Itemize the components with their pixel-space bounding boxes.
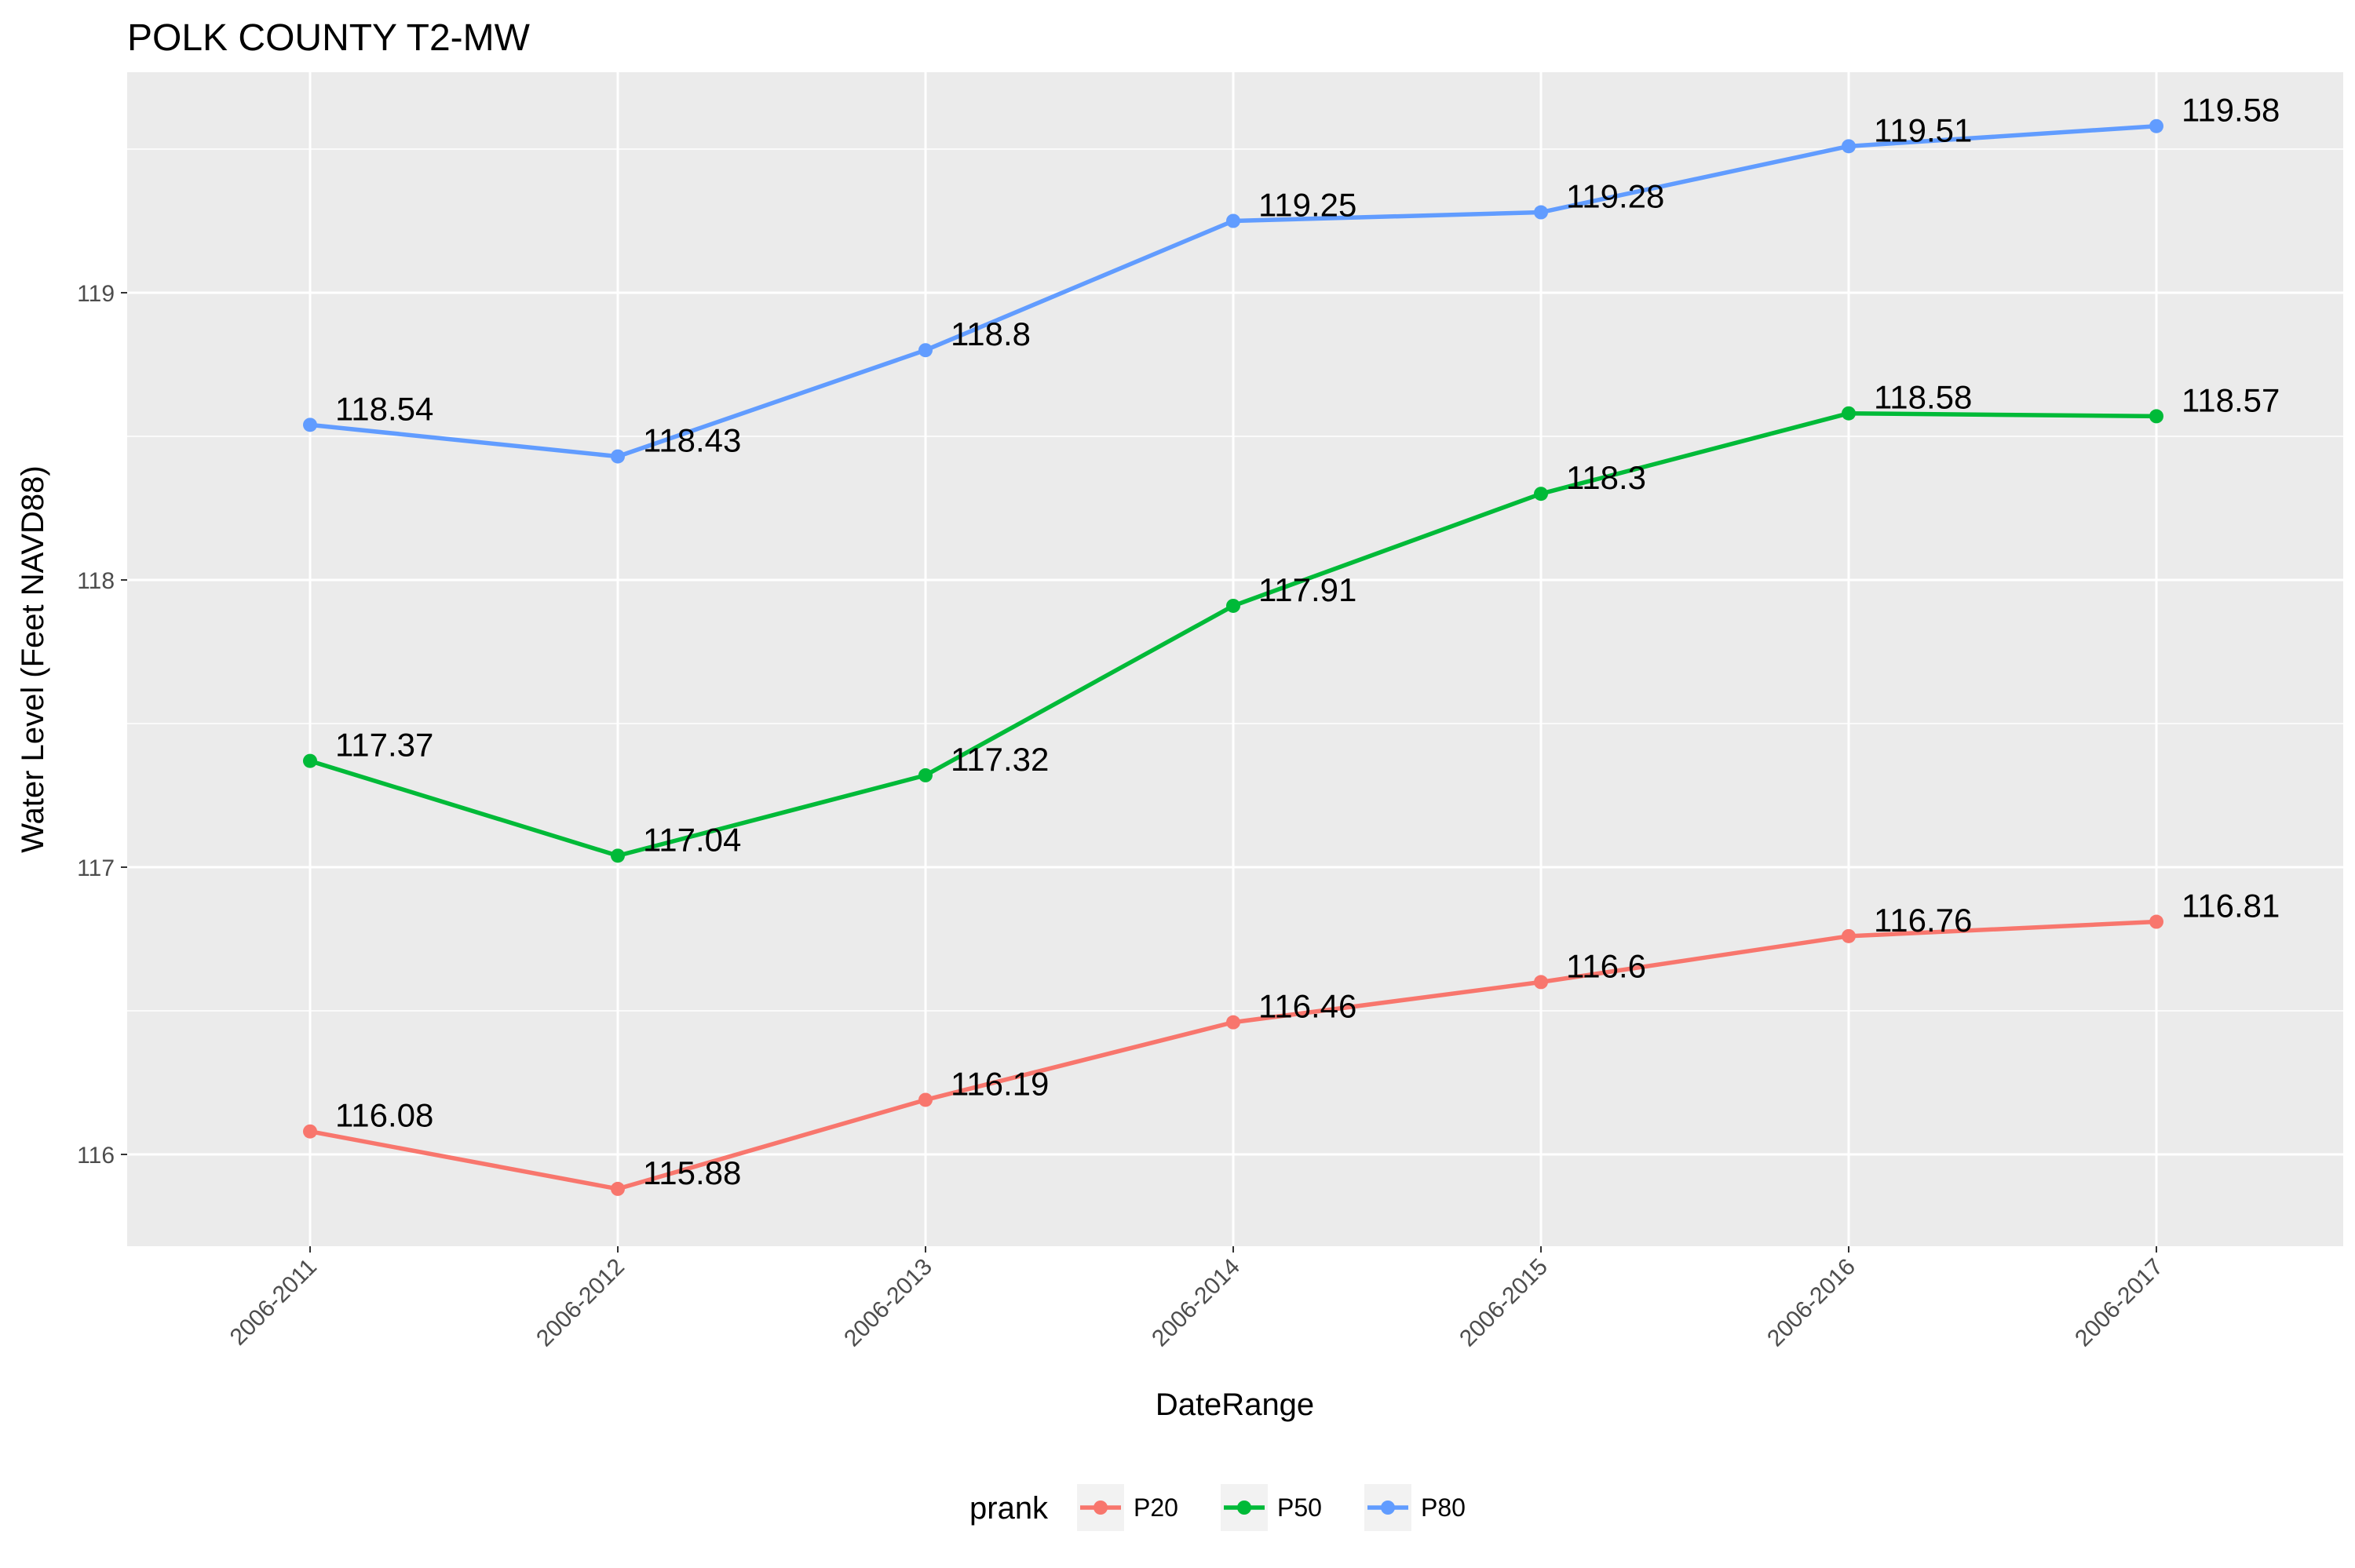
x-axis: 2006-2011 2006-2012 2006-2013 2006-2014 2006…	[225, 1246, 2168, 1351]
data-label: 118.57	[2182, 381, 2280, 418]
data-point	[918, 343, 933, 358]
data-label: 117.91	[1258, 571, 1356, 608]
x-tick-label: 2006-2017	[2070, 1254, 2168, 1352]
data-label: 117.04	[643, 821, 741, 858]
data-label: 118.3	[1566, 459, 1646, 496]
data-label: 115.88	[643, 1154, 741, 1191]
y-tick-label: 116	[77, 1143, 115, 1169]
data-point	[611, 449, 625, 464]
x-axis-title: DateRange	[1156, 1387, 1314, 1422]
data-point	[1226, 213, 1240, 228]
data-point	[303, 753, 317, 768]
data-point	[611, 848, 625, 863]
data-label: 117.32	[951, 741, 1049, 778]
data-point	[303, 418, 317, 432]
data-point	[1534, 487, 1548, 501]
data-point	[1842, 928, 1856, 943]
data-point	[1842, 406, 1856, 421]
y-tick-label: 119	[77, 281, 115, 307]
x-tick-label: 2006-2015	[1455, 1254, 1553, 1352]
data-point	[2149, 409, 2163, 424]
x-tick-label: 2006-2013	[839, 1254, 937, 1352]
data-label: 116.81	[2182, 888, 2280, 924]
data-label: 116.76	[1874, 902, 1972, 939]
x-tick-label: 2006-2016	[1762, 1254, 1860, 1352]
legend-label-p50: P50	[1277, 1493, 1322, 1522]
data-point	[1842, 139, 1856, 154]
data-label: 118.54	[335, 390, 433, 427]
legend: prank P20 P50 P80	[969, 1484, 1466, 1531]
plot-panel	[127, 72, 2343, 1246]
y-tick-label: 118	[77, 568, 115, 594]
x-tick-label: 2006-2014	[1147, 1254, 1245, 1352]
chart-title: POLK COUNTY T2-MW	[127, 17, 531, 59]
data-label: 116.6	[1566, 947, 1646, 984]
legend-title: prank	[969, 1491, 1049, 1526]
data-label: 116.19	[951, 1065, 1049, 1102]
y-axis: 116 117 118 119	[77, 281, 127, 1169]
data-label: 118.58	[1874, 379, 1972, 416]
x-tick-label: 2006-2012	[531, 1254, 630, 1352]
major-gridlines	[127, 72, 2343, 1246]
x-tick-label: 2006-2011	[225, 1254, 322, 1351]
legend-key-point	[1381, 1501, 1395, 1515]
data-label: 119.28	[1566, 178, 1664, 215]
data-point	[303, 1124, 317, 1139]
legend-label-p80: P80	[1421, 1493, 1466, 1522]
data-label: 116.46	[1258, 988, 1356, 1025]
data-point	[611, 1181, 625, 1196]
data-label: 118.43	[643, 422, 741, 459]
legend-label-p20: P20	[1134, 1493, 1178, 1522]
minor-gridlines	[127, 148, 2343, 1299]
data-point	[2149, 914, 2163, 929]
y-axis-title: Water Level (Feet NAVD88)	[16, 465, 50, 853]
data-point	[918, 1092, 933, 1107]
legend-key-point	[1237, 1501, 1251, 1515]
data-point	[1226, 598, 1240, 613]
data-point	[1534, 205, 1548, 220]
data-label: 119.51	[1874, 111, 1972, 148]
y-tick-label: 117	[77, 855, 115, 881]
data-labels: 116.08 115.88 116.19 116.46 116.6 116.76 116.8…	[335, 92, 2280, 1191]
data-point	[1534, 975, 1548, 990]
data-label: 116.08	[335, 1097, 433, 1134]
data-label: 119.58	[2182, 92, 2280, 129]
data-point	[918, 768, 933, 782]
data-label: 118.8	[951, 315, 1031, 352]
series-layer	[303, 119, 2163, 1196]
data-point	[2149, 119, 2163, 133]
data-label: 117.37	[335, 727, 433, 764]
data-point	[1226, 1015, 1240, 1030]
legend-key-point	[1094, 1501, 1108, 1515]
data-label: 119.25	[1258, 187, 1356, 224]
